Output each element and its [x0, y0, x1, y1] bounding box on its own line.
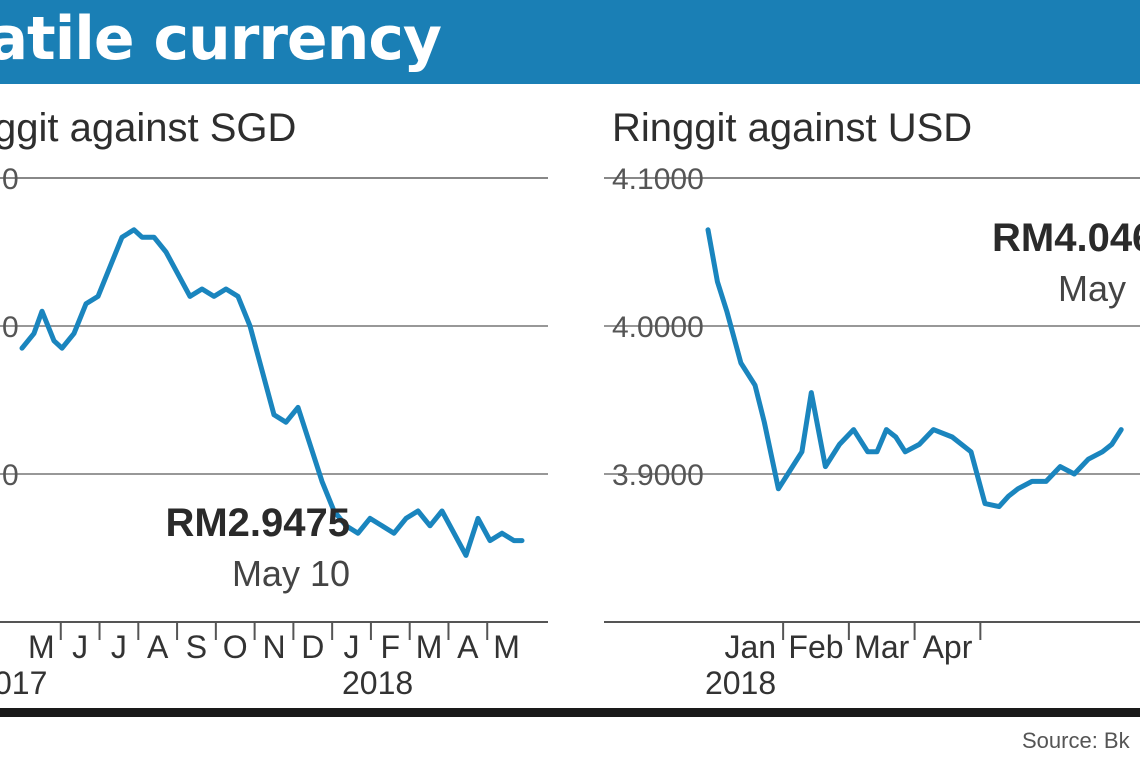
source-note: Source: Bk [1022, 728, 1131, 753]
right-series [705, 227, 1124, 510]
right-x-axis: Jan Feb Mar Apr 2018 [705, 622, 982, 701]
left-month-label: D [301, 629, 324, 665]
banner-title: latile currency [0, 4, 442, 74]
right-y-tick-label: 4.1000 [612, 163, 704, 196]
right-month-label: Mar [854, 629, 909, 665]
right-y-axis: 4.1000 4.0000 3.9000 [612, 163, 704, 492]
left-month-label: J [111, 629, 127, 665]
left-gridlines [0, 177, 548, 623]
left-month-label: M [416, 629, 443, 665]
right-year-label: 2018 [705, 665, 776, 701]
right-y-tick-label: 4.0000 [612, 311, 704, 344]
left-month-label: N [262, 629, 285, 665]
left-y-tick-label: 0 [2, 311, 19, 344]
right-y-tick-label: 3.9000 [612, 459, 704, 492]
left-y-tick-label: 0 [2, 459, 19, 492]
left-year-label: 017 [0, 665, 47, 701]
left-month-label: A [147, 629, 169, 665]
left-month-label: F [381, 629, 401, 665]
left-chart-title: ggit against SGD [0, 106, 296, 150]
right-chart-title: Ringgit against USD [612, 106, 972, 150]
left-month-label: O [223, 629, 248, 665]
right-month-label: Feb [788, 629, 843, 665]
left-year-label: 2018 [342, 665, 413, 701]
left-month-label: M [493, 629, 520, 665]
left-y-axis: 0 0 0 [2, 163, 19, 492]
left-month-label: S [186, 629, 207, 665]
bottom-rule [0, 708, 1140, 717]
left-y-tick-label: 0 [2, 163, 19, 196]
left-series-line [19, 227, 525, 558]
right-annotation-value: RM4.046 [992, 216, 1140, 260]
left-annotation-date: May 10 [232, 553, 350, 594]
title-banner: latile currency [0, 0, 1140, 84]
left-month-label: M [28, 629, 55, 665]
left-month-label: J [72, 629, 88, 665]
right-month-label: Jan [724, 629, 776, 665]
right-annotation-date: May [1058, 268, 1126, 309]
right-series-line [705, 227, 1124, 510]
left-annotation-value: RM2.9475 [165, 501, 350, 545]
right-month-label: Apr [923, 629, 973, 665]
left-month-label: J [344, 629, 360, 665]
left-month-label: A [457, 629, 479, 665]
right-chart: Ringgit against USD 4.1000 4.0000 3.9000 J… [604, 106, 1140, 701]
left-series [19, 227, 525, 558]
